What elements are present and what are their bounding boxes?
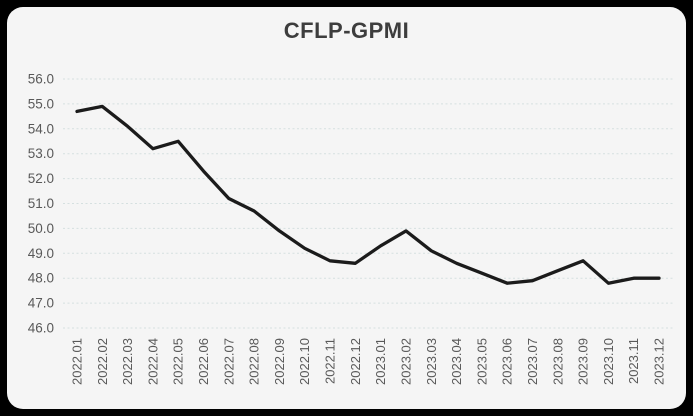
x-axis-tick-label: 2022.10 xyxy=(297,338,312,385)
x-axis-tick-label: 2022.11 xyxy=(323,338,338,384)
y-axis-tick-label: 46.0 xyxy=(28,321,54,336)
y-axis-tick-label: 55.0 xyxy=(28,96,54,111)
y-axis-tick-label: 47.0 xyxy=(28,296,54,311)
series-line xyxy=(75,104,661,285)
y-axis-tick-label: 48.0 xyxy=(28,271,54,286)
x-axis-tick-label: 2023.09 xyxy=(576,338,591,385)
y-axis-tick-label: 51.0 xyxy=(28,196,54,211)
x-axis-tick-label: 2022.05 xyxy=(171,338,186,385)
y-axis-tick-label: 50.0 xyxy=(28,221,54,236)
x-axis-tick-label: 2022.07 xyxy=(221,338,236,385)
x-axis-tick-label: 2022.02 xyxy=(95,338,110,385)
y-axis-tick-label: 52.0 xyxy=(28,171,54,186)
x-axis-tick-label: 2022.09 xyxy=(272,338,287,385)
x-axis-tick-label: 2022.08 xyxy=(247,338,262,385)
y-axis-tick-label: 49.0 xyxy=(28,246,54,261)
x-axis-tick-label: 2023.07 xyxy=(525,338,540,385)
chart-title: CFLP-GPMI xyxy=(283,18,410,43)
x-axis-tick-label: 2023.05 xyxy=(474,338,489,385)
x-axis-tick-label: 2023.11 xyxy=(626,338,641,384)
x-axis-tick-label: 2023.10 xyxy=(601,338,616,385)
x-axis-tick-label: 2023.02 xyxy=(398,338,413,385)
x-axis-tick-label: 2022.12 xyxy=(348,338,363,385)
x-axis-tick-label: 2023.04 xyxy=(449,338,464,385)
x-axis-tick-label: 2023.06 xyxy=(500,338,515,385)
x-axis-tick-label: 2022.06 xyxy=(196,338,211,385)
y-axis-tick-label: 54.0 xyxy=(28,121,54,136)
x-axis-tick-label: 2023.03 xyxy=(424,338,439,385)
y-axis-tick-label: 53.0 xyxy=(28,146,54,161)
chart-card: CFLP-GPMI 56.0 55.0 54.0 53.0 52.0 51.0 50.0 49… xyxy=(7,7,686,409)
x-axis-tick-label: 2022.01 xyxy=(70,338,85,385)
y-axis-tick-label: 56.0 xyxy=(28,72,54,87)
x-axis-tick-label: 2023.08 xyxy=(550,338,565,385)
x-axis-tick-label: 2023.01 xyxy=(373,338,388,385)
line-chart: 56.0 55.0 54.0 53.0 52.0 51.0 50.0 49.0 48.0 47.0… xyxy=(28,72,675,385)
x-axis-tick-label: 2022.03 xyxy=(120,338,135,385)
x-axis-tick-label: 2023.12 xyxy=(652,338,667,385)
x-axis-tick-label: 2022.04 xyxy=(145,338,160,385)
